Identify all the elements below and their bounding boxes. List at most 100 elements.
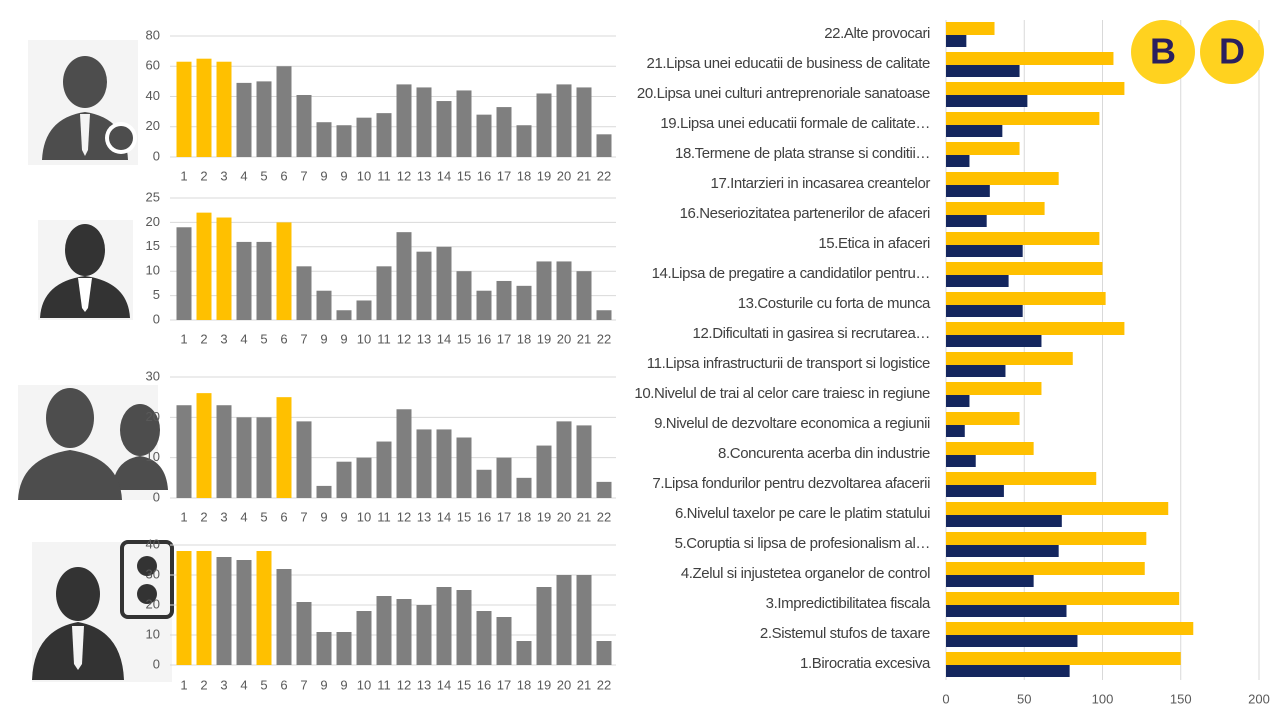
icon-businessman bbox=[38, 220, 133, 320]
y-tick-label: 40 bbox=[146, 88, 160, 103]
y-tick-label: 9.Nivelul de dezvoltare economica a regi… bbox=[654, 415, 930, 432]
x-tick-label: 18 bbox=[517, 677, 531, 692]
x-tick-label: 16 bbox=[477, 509, 491, 524]
y-tick-label: 60 bbox=[146, 58, 160, 73]
x-tick-label: 20 bbox=[557, 331, 571, 346]
bar bbox=[196, 551, 212, 665]
bar bbox=[946, 562, 1145, 575]
bar bbox=[596, 481, 612, 498]
bar bbox=[556, 575, 572, 665]
icon-businessman-money bbox=[28, 40, 138, 165]
x-tick-label: 9 bbox=[320, 331, 327, 346]
bar bbox=[946, 82, 1125, 95]
bar bbox=[946, 652, 1181, 665]
bar bbox=[356, 117, 372, 157]
bar bbox=[456, 437, 472, 498]
x-tick-label: 17 bbox=[497, 168, 511, 183]
bar bbox=[596, 310, 612, 320]
bar bbox=[516, 285, 532, 320]
bar bbox=[416, 605, 432, 665]
bar bbox=[946, 215, 987, 227]
y-tick-label: 40 bbox=[146, 536, 160, 551]
bar bbox=[216, 405, 232, 498]
x-tick-label: 19 bbox=[537, 677, 551, 692]
y-tick-label: 10 bbox=[146, 449, 160, 464]
x-tick-label: 19 bbox=[537, 331, 551, 346]
bar bbox=[536, 587, 552, 665]
x-tick-label: 7 bbox=[300, 677, 307, 692]
x-tick-label: 15 bbox=[457, 677, 471, 692]
bar bbox=[176, 227, 192, 320]
bar bbox=[946, 275, 1009, 287]
bar bbox=[946, 65, 1020, 77]
bar bbox=[516, 477, 532, 498]
bar bbox=[946, 575, 1034, 587]
x-tick-label: 21 bbox=[577, 168, 591, 183]
x-tick-label: 20 bbox=[557, 168, 571, 183]
bar bbox=[946, 442, 1034, 455]
y-tick-label: 20.Lipsa unei culturi antreprenoriale sa… bbox=[637, 85, 930, 102]
y-tick-label: 10 bbox=[146, 263, 160, 278]
bar bbox=[476, 114, 492, 157]
x-tick-label: 11 bbox=[377, 168, 391, 183]
x-tick-label: 1 bbox=[180, 168, 187, 183]
y-tick-label: 2.Sistemul stufos de taxare bbox=[760, 625, 930, 642]
y-tick-label: 14.Lipsa de pregatire a candidatilor pen… bbox=[652, 265, 930, 282]
bar bbox=[476, 469, 492, 498]
x-tick-label: 3 bbox=[220, 677, 227, 692]
y-tick-label: 11.Lipsa infrastructurii de transport si… bbox=[647, 355, 930, 372]
bar bbox=[946, 382, 1042, 395]
bar bbox=[496, 280, 512, 320]
x-tick-label: 13 bbox=[417, 331, 431, 346]
x-tick-label: 12 bbox=[397, 168, 411, 183]
x-tick-label: 7 bbox=[300, 168, 307, 183]
bar bbox=[946, 125, 1003, 137]
x-tick-label: 11 bbox=[377, 677, 391, 692]
bar bbox=[356, 611, 372, 665]
icon-businessman-gears bbox=[32, 540, 174, 682]
y-tick-label: 20 bbox=[146, 118, 160, 133]
x-tick-label: 10 bbox=[357, 677, 371, 692]
bar bbox=[946, 112, 1100, 125]
x-tick-label: 7 bbox=[300, 331, 307, 346]
bar bbox=[946, 412, 1020, 425]
bar bbox=[946, 485, 1004, 497]
x-tick-label: 13 bbox=[417, 168, 431, 183]
x-tick-label: 4 bbox=[240, 509, 247, 524]
y-tick-label: 30 bbox=[146, 368, 160, 383]
y-tick-label: 20 bbox=[146, 409, 160, 424]
x-tick-label: 10 bbox=[357, 331, 371, 346]
x-tick-label: 200 bbox=[1248, 691, 1270, 706]
y-tick-label: 25 bbox=[146, 189, 160, 204]
bar bbox=[376, 596, 392, 665]
x-tick-label: 21 bbox=[577, 677, 591, 692]
y-tick-label: 10.Nivelul de trai al celor care traiesc… bbox=[634, 385, 930, 402]
bar bbox=[946, 155, 970, 167]
x-tick-label: 7 bbox=[300, 509, 307, 524]
y-tick-label: 18.Termene de plata stranse si conditii… bbox=[675, 145, 930, 162]
x-tick-label: 12 bbox=[397, 509, 411, 524]
y-tick-label: 0 bbox=[153, 148, 160, 163]
bar bbox=[296, 421, 312, 498]
bar bbox=[946, 425, 965, 437]
bar bbox=[946, 635, 1078, 647]
y-tick-label: 4.Zelul si injustetea organelor de contr… bbox=[681, 565, 930, 582]
bar bbox=[496, 457, 512, 498]
x-tick-label: 5 bbox=[260, 331, 267, 346]
y-tick-label: 21.Lipsa unei educatii de business de ca… bbox=[647, 55, 931, 72]
bar bbox=[576, 425, 592, 498]
x-tick-label: 12 bbox=[397, 677, 411, 692]
y-tick-label: 19.Lipsa unei educatii formale de calita… bbox=[660, 115, 930, 132]
bar bbox=[376, 113, 392, 157]
bar bbox=[946, 365, 1006, 377]
bar bbox=[236, 417, 252, 498]
x-tick-label: 19 bbox=[537, 509, 551, 524]
x-tick-label: 13 bbox=[417, 677, 431, 692]
x-tick-label: 100 bbox=[1092, 691, 1114, 706]
x-tick-label: 18 bbox=[517, 168, 531, 183]
bar bbox=[316, 485, 332, 498]
bar bbox=[946, 592, 1180, 605]
x-tick-label: 6 bbox=[280, 509, 287, 524]
y-tick-label: 5.Coruptia si lipsa de profesionalism al… bbox=[675, 535, 930, 552]
y-tick-label: 7.Lipsa fondurilor pentru dezvoltarea af… bbox=[652, 475, 930, 492]
